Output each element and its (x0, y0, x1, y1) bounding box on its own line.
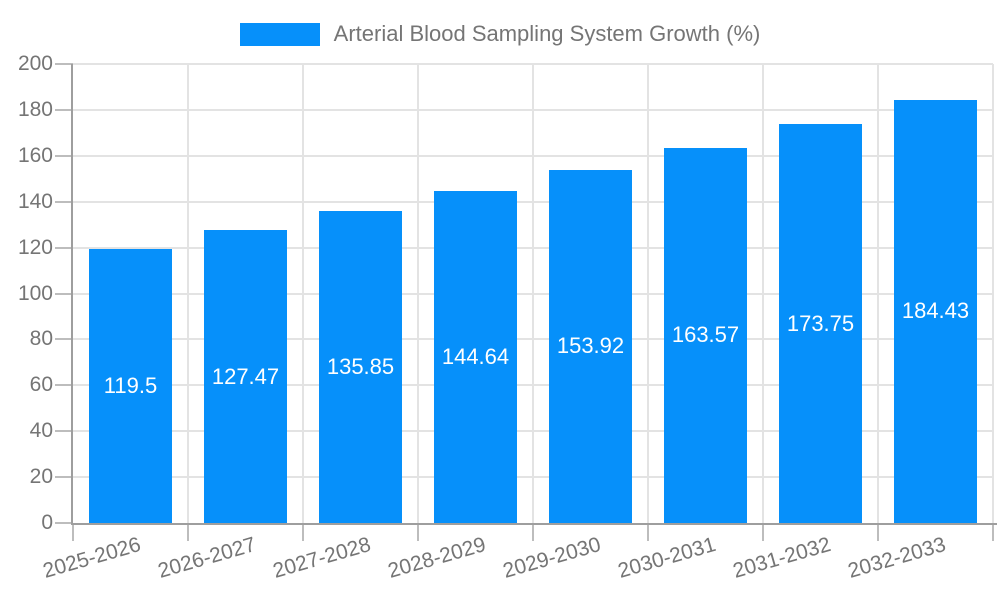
x-gridline (992, 64, 994, 523)
bar-value-label: 135.85 (326, 354, 395, 380)
x-gridline (647, 64, 649, 523)
y-tick-label: 180 (17, 97, 53, 121)
bar (549, 169, 632, 523)
x-tick (762, 523, 764, 541)
x-gridline (532, 64, 534, 523)
y-tick-label: 40 (29, 419, 53, 443)
x-tick-label: 2026-2027 (154, 533, 258, 583)
x-gridline (877, 64, 879, 523)
bar (779, 124, 862, 523)
y-tick (55, 384, 73, 387)
bar-value-label: 127.47 (211, 363, 280, 389)
x-tick (992, 523, 994, 541)
x-gridline (302, 64, 304, 523)
y-tick (55, 338, 73, 341)
x-tick-label: 2027-2028 (269, 533, 373, 583)
y-tick (55, 200, 73, 203)
x-tick (72, 523, 74, 541)
y-tick (55, 246, 73, 249)
x-gridline (187, 64, 189, 523)
bar-value-label: 173.75 (786, 310, 855, 336)
y-tick-label: 80 (29, 327, 53, 351)
y-tick-label: 120 (17, 235, 53, 259)
bar-value-label: 119.5 (103, 372, 158, 398)
legend: Arterial Blood Sampling System Growth (%… (0, 21, 1000, 47)
x-tick (647, 523, 649, 541)
x-axis-line (71, 523, 997, 525)
bar (204, 230, 287, 523)
bar (89, 248, 172, 523)
x-tick (417, 523, 419, 541)
x-tick-label: 2029-2030 (499, 533, 603, 583)
x-tick (877, 523, 879, 541)
x-tick (302, 523, 304, 541)
y-axis-line (71, 64, 73, 523)
y-tick-label: 160 (17, 143, 53, 167)
bar-value-label: 153.92 (556, 333, 625, 359)
y-tick-label: 0 (41, 511, 53, 534)
y-tick-label: 100 (17, 281, 53, 305)
legend-item[interactable]: Arterial Blood Sampling System Growth (%… (239, 21, 761, 47)
y-tick-label: 60 (29, 373, 53, 397)
bar-value-label: 184.43 (901, 298, 970, 324)
y-tick (55, 522, 73, 524)
y-tick (55, 63, 73, 65)
bar (434, 191, 517, 523)
bar (664, 147, 747, 523)
y-tick (55, 154, 73, 157)
bar-value-label: 144.64 (441, 344, 510, 370)
x-tick-label: 2025-2026 (39, 533, 143, 583)
bar (894, 99, 977, 523)
bar-value-label: 163.57 (671, 322, 740, 348)
y-tick (55, 292, 73, 295)
x-gridline (762, 64, 764, 523)
y-tick-label: 200 (17, 52, 53, 75)
x-tick-label: 2031-2032 (729, 533, 833, 583)
x-tick-label: 2030-2031 (614, 533, 718, 583)
x-tick (532, 523, 534, 541)
legend-swatch (239, 22, 320, 46)
y-tick (55, 476, 73, 479)
y-tick-label: 140 (17, 189, 53, 213)
x-gridline (417, 64, 419, 523)
y-tick-label: 20 (29, 465, 53, 489)
bar (319, 211, 402, 523)
legend-label: Arterial Blood Sampling System Growth (%… (333, 21, 761, 46)
x-tick-label: 2032-2033 (844, 533, 948, 583)
y-tick (55, 430, 73, 433)
x-tick-label: 2028-2029 (384, 533, 488, 583)
x-tick (187, 523, 189, 541)
y-tick (55, 108, 73, 111)
